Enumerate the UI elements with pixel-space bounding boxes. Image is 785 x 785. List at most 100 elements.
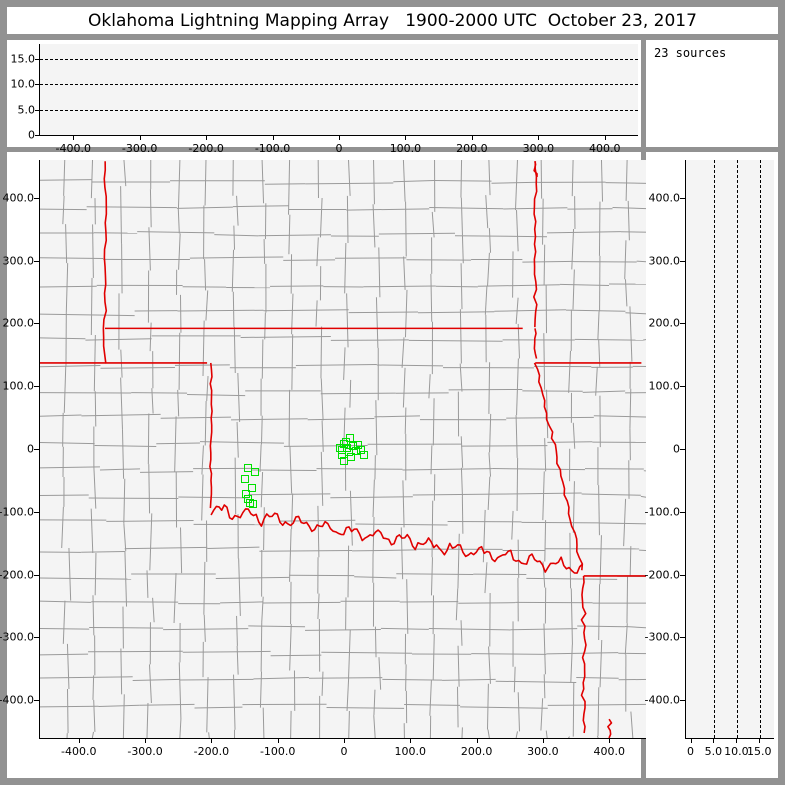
x-tick-mark (405, 135, 407, 140)
y-tick-label: -100.0 (0, 505, 34, 519)
y-tick-mark (34, 197, 39, 199)
title-panel: Oklahoma Lightning Mapping Array 1900-20… (7, 7, 778, 34)
y-tick-label: 400.0 (648, 191, 681, 205)
x-tick-mark (476, 738, 478, 743)
y-tick-label: 5.0 (17, 103, 36, 117)
x-tick-mark (277, 738, 279, 743)
x-tick-label: -300.0 (127, 745, 163, 758)
x-tick-mark (690, 738, 692, 743)
y-tick-label: 400.0 (2, 191, 35, 205)
x-tick-mark (538, 135, 540, 140)
y-tick-label: -300.0 (644, 630, 680, 644)
x-tick-mark (339, 135, 340, 140)
x-tick-label: 15.0 (747, 745, 772, 758)
y-tick-mark (34, 574, 39, 576)
y-tick-label: 200.0 (2, 316, 35, 330)
y-tick-label: -400.0 (0, 693, 34, 707)
y-tick-label: -100.0 (644, 505, 680, 519)
x-tick-label: -200.0 (188, 142, 224, 155)
y-tick-mark (34, 511, 39, 513)
y-tick-label: -400.0 (644, 693, 680, 707)
map-geography-svg (40, 160, 650, 738)
x-tick-mark (73, 135, 75, 140)
altitude-histogram-plot-area[interactable] (685, 160, 774, 739)
y-tick-label: 100.0 (2, 379, 35, 393)
x-tick-label: -100.0 (259, 745, 296, 758)
y-tick-mark (34, 386, 39, 388)
y-tick-label: 0 (28, 128, 35, 142)
source-marker (354, 441, 363, 450)
x-tick-label: -100.0 (254, 142, 291, 155)
y-tick-mark (680, 511, 685, 513)
y-tick-mark (680, 637, 685, 639)
y-tick-mark (34, 449, 39, 450)
y-tick-mark (680, 386, 685, 388)
x-tick-label: 200.0 (456, 142, 488, 155)
source-marker (351, 446, 360, 455)
x-tick-label: 300.0 (522, 142, 555, 155)
y-tick-label: 200.0 (648, 316, 681, 330)
x-tick-mark (344, 738, 345, 743)
source-marker (356, 445, 365, 454)
x-tick-label: 300.0 (527, 745, 559, 758)
y-tick-label: -200.0 (0, 568, 34, 582)
y-tick-label: 300.0 (2, 254, 35, 268)
x-tick-label: 100.0 (389, 142, 422, 155)
x-tick-mark (542, 738, 544, 743)
x-tick-mark (139, 135, 141, 140)
x-tick-mark (78, 738, 80, 743)
x-tick-mark (609, 738, 611, 743)
y-tick-label: 300.0 (648, 254, 681, 268)
gridline-horizontal (40, 59, 638, 61)
x-tick-mark (410, 738, 412, 743)
x-tick-mark (713, 738, 715, 743)
page-title: Oklahoma Lightning Mapping Array 1900-20… (88, 10, 697, 31)
x-tick-label: -300.0 (121, 142, 158, 155)
source-marker (359, 451, 368, 460)
altitude-time-panel: 0 5.0 10.0 15.0 -400.0 -300.0 -200.0 -100.0 0 10… (7, 40, 641, 155)
y-tick-mark (35, 84, 40, 86)
x-tick-label: -200.0 (193, 745, 230, 758)
y-tick-label: 0 (673, 442, 680, 456)
gridline-horizontal (40, 84, 638, 86)
y-tick-mark (680, 197, 685, 199)
x-tick-mark (272, 135, 274, 140)
x-tick-mark (604, 135, 606, 140)
altitude-time-plot-area[interactable]: 0 5.0 10.0 15.0 -400.0 -300.0 -200.0 -100.0 0 10… (11, 44, 638, 155)
x-tick-label: 200.0 (460, 745, 493, 758)
source-marker (247, 483, 256, 492)
y-tick-label: 15.0 (10, 52, 36, 66)
plan-view-plot-area[interactable] (39, 160, 650, 739)
x-tick-label: 10.0 (724, 745, 749, 758)
source-marker (341, 438, 350, 447)
x-tick-label: -400.0 (61, 745, 97, 758)
source-marker (346, 452, 355, 461)
y-tick-mark (35, 59, 40, 61)
y-tick-label: 10.0 (10, 77, 36, 91)
x-tick-label: 0 (335, 142, 343, 155)
x-tick-label: 0 (687, 745, 694, 758)
x-tick-mark (145, 738, 147, 743)
gridline-vertical (760, 160, 762, 738)
y-tick-mark (35, 135, 40, 136)
source-marker (337, 446, 346, 455)
y-tick-mark (34, 700, 39, 702)
sources-count-label: 23 sources (654, 46, 727, 60)
x-tick-mark (759, 738, 761, 743)
gridline-horizontal (40, 109, 638, 111)
source-marker (250, 467, 259, 476)
y-tick-mark (34, 323, 39, 325)
y-tick-mark (35, 109, 40, 111)
source-marker (240, 474, 249, 483)
x-tick-mark (471, 135, 473, 140)
y-tick-mark (680, 700, 685, 702)
altitude-histogram-panel: -400.0 -300.0 -200.0 -100.0 0 100.0 200.0 300.0… (644, 152, 778, 778)
y-tick-mark (680, 449, 685, 450)
x-tick-label: 400.0 (589, 142, 621, 155)
x-tick-label: 100.0 (394, 745, 427, 758)
source-marker (248, 500, 257, 509)
x-tick-label: -400.0 (55, 142, 91, 155)
gridline-vertical (714, 160, 716, 738)
y-tick-mark (680, 323, 685, 325)
